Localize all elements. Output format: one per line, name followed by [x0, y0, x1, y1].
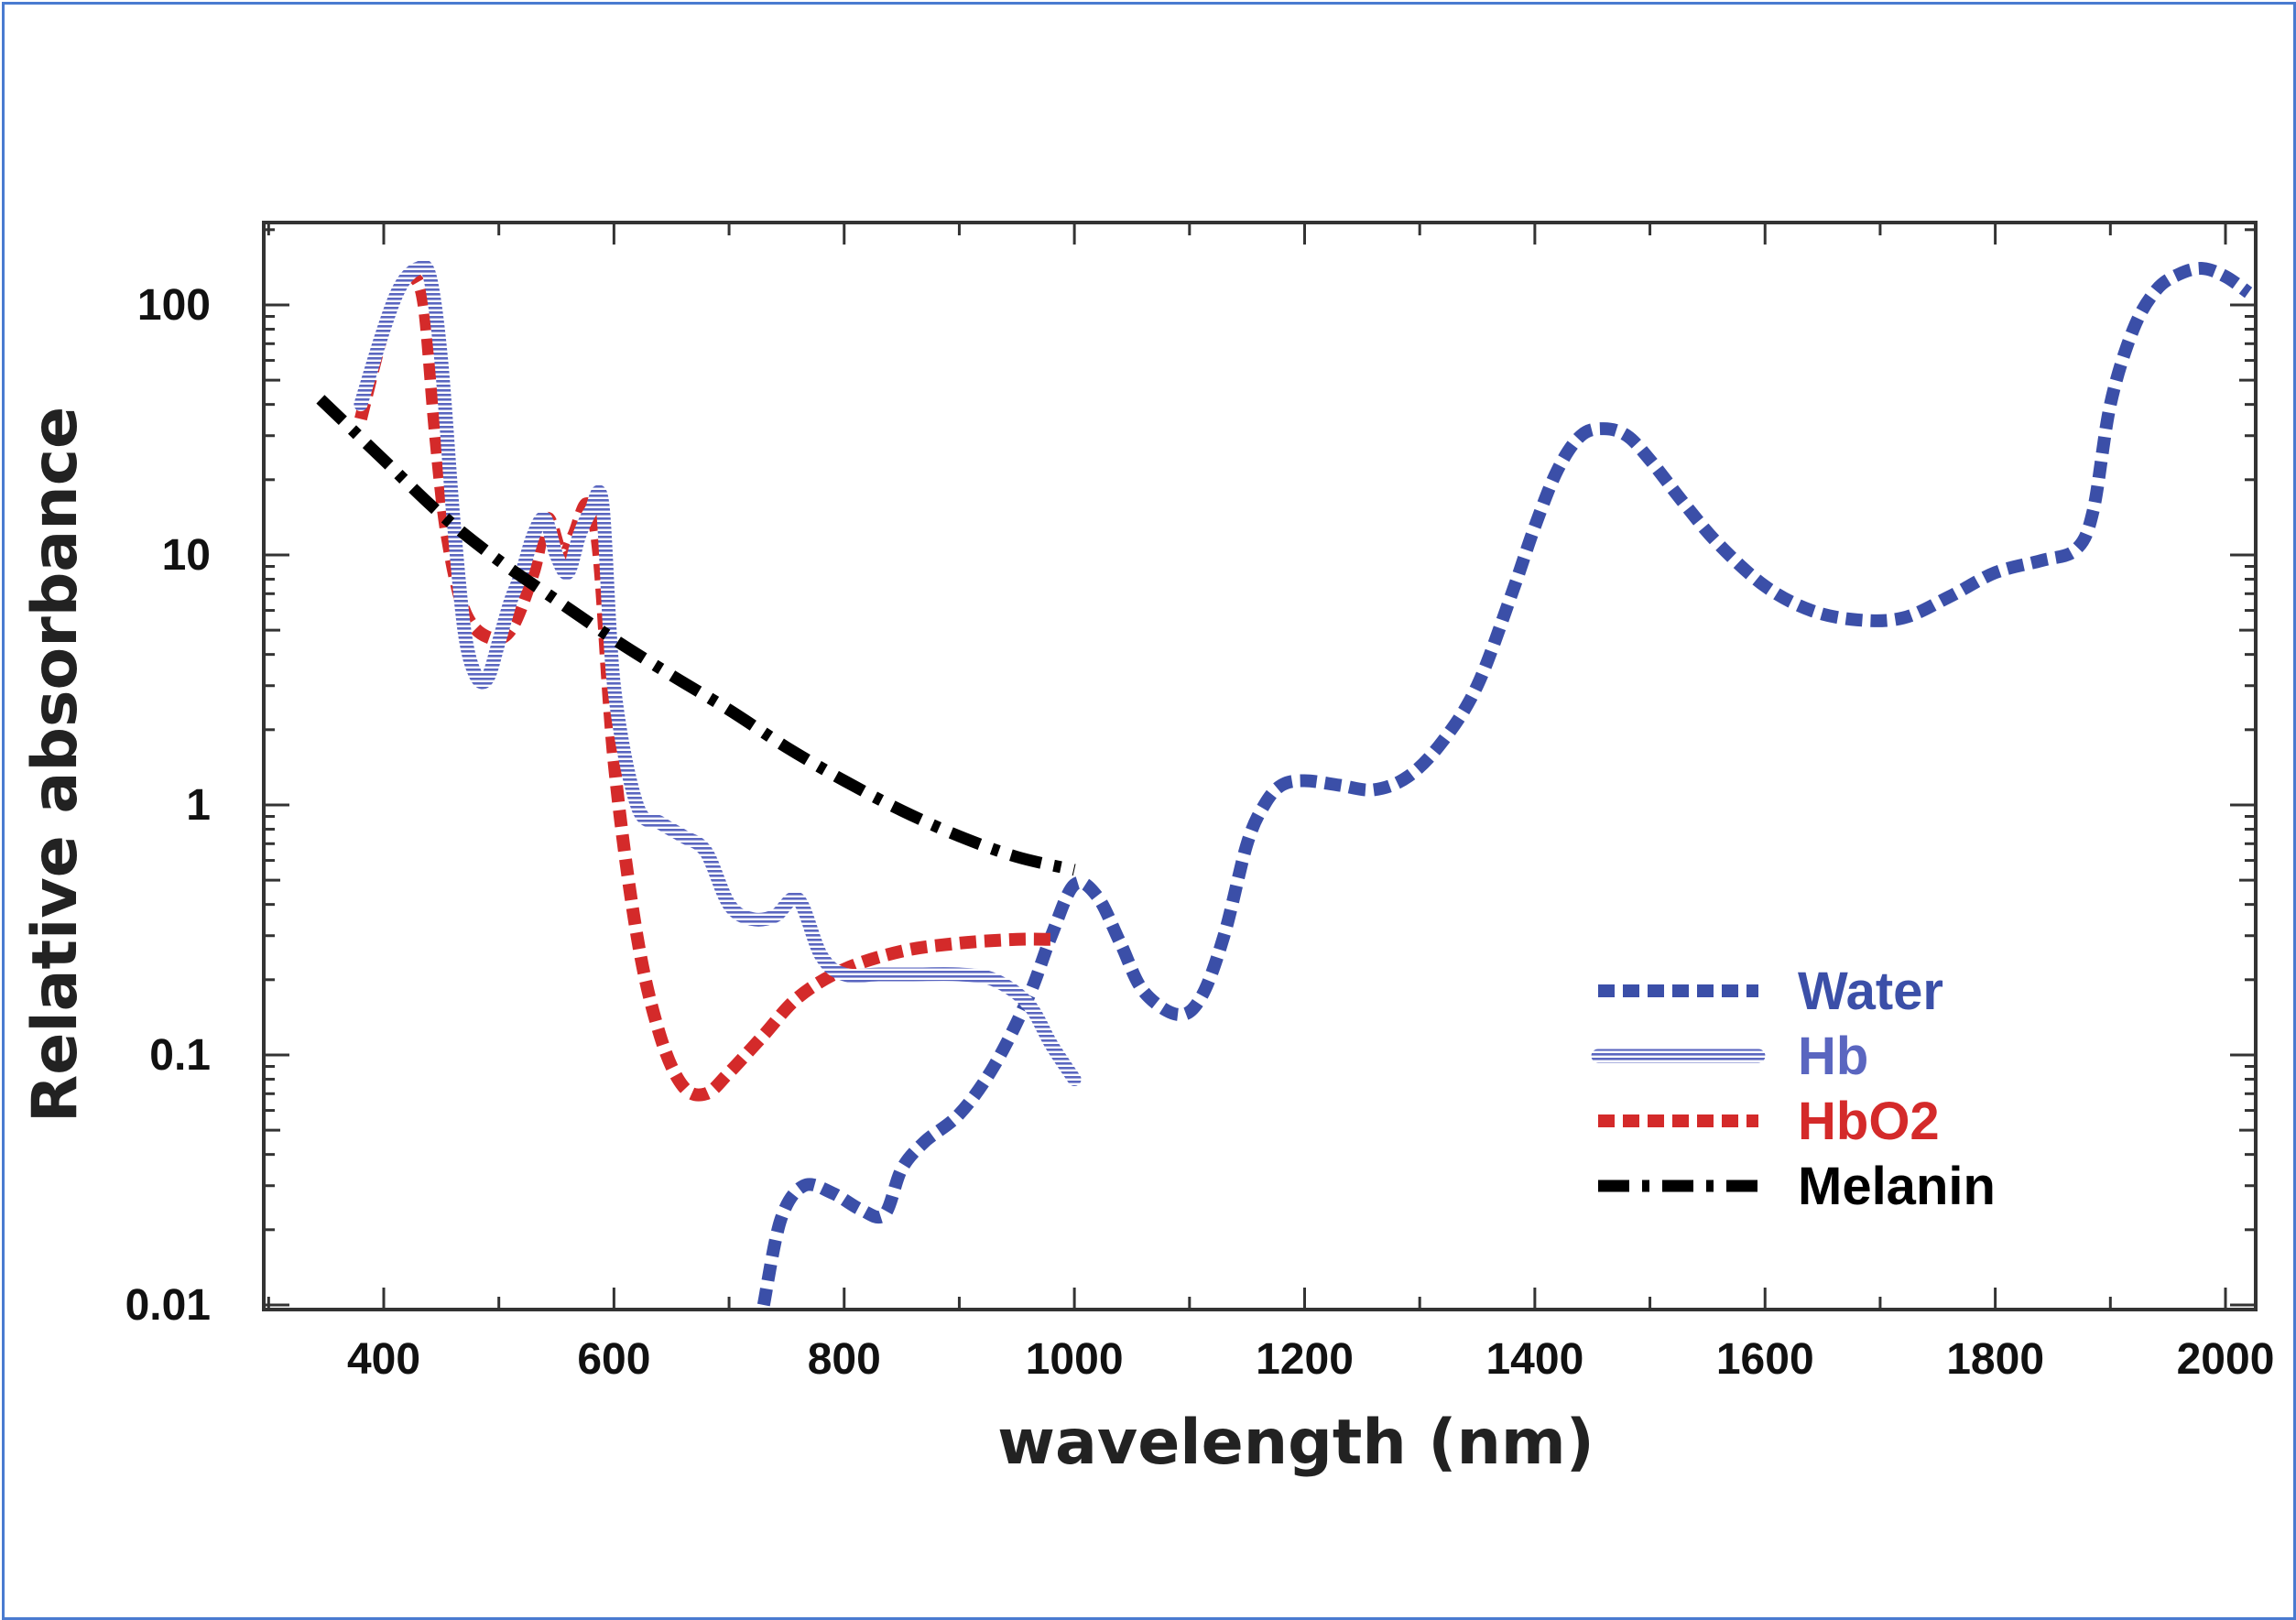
y-tick-label: 100 [137, 281, 211, 330]
series-line-water [756, 262, 2253, 1307]
series-line-hb [354, 259, 1082, 1086]
y-tick-label: 1 [186, 781, 211, 830]
x-tick-label: 400 [347, 1335, 420, 1384]
legend-label-water: Water [1798, 962, 1943, 1021]
y-axis-title: Relative absorbance [19, 407, 92, 1123]
y-tick-label: 0.1 [149, 1031, 211, 1080]
x-tick-label: 1800 [1946, 1335, 2044, 1384]
x-tick-label: 600 [577, 1335, 650, 1384]
legend-label-melanin: Melanin [1798, 1157, 1996, 1216]
x-tick-label: 1000 [1026, 1335, 1124, 1384]
x-axis-title: wavelength (nm) [997, 1407, 1594, 1479]
legend-label-hbo2: HbO2 [1798, 1092, 1940, 1151]
series-line-melanin [316, 395, 1076, 876]
plot-border [262, 221, 2258, 1311]
x-tick-label: 2000 [2177, 1335, 2275, 1384]
x-tick-label: 1600 [1716, 1335, 1814, 1384]
legend-label-hb: Hb [1798, 1027, 1868, 1086]
x-tick-label: 1400 [1485, 1335, 1583, 1384]
y-tick-label: 10 [162, 531, 211, 580]
y-tick-label: 0.01 [125, 1281, 211, 1330]
legend: Water Hb HbO2 Melanin [1591, 962, 1996, 1216]
x-tick-label: 1200 [1256, 1335, 1354, 1384]
x-tick-label: 800 [808, 1335, 881, 1384]
